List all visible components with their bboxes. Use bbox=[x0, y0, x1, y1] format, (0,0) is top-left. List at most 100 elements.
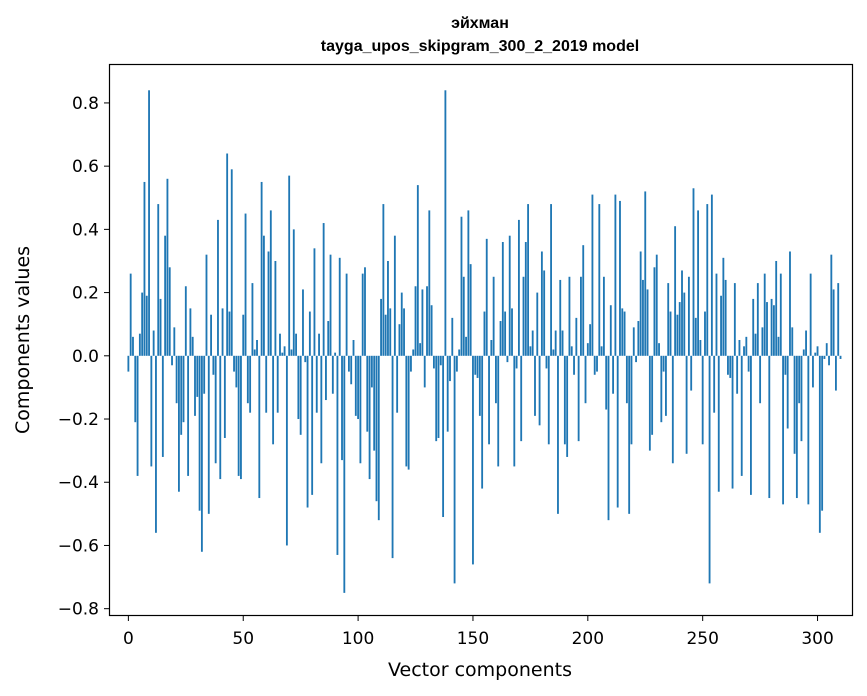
bar bbox=[727, 356, 729, 375]
bar bbox=[640, 251, 642, 355]
bar bbox=[359, 356, 361, 463]
bar bbox=[385, 315, 387, 356]
bar bbox=[164, 236, 166, 356]
bar bbox=[722, 258, 724, 356]
bar bbox=[594, 356, 596, 375]
bar bbox=[463, 277, 465, 356]
bar bbox=[840, 356, 842, 359]
bar bbox=[401, 293, 403, 356]
bar bbox=[332, 356, 334, 394]
bar bbox=[297, 356, 299, 419]
bar bbox=[516, 356, 518, 369]
bar bbox=[449, 356, 451, 381]
bar bbox=[254, 349, 256, 355]
bar bbox=[189, 308, 191, 355]
bar bbox=[626, 356, 628, 403]
bar bbox=[426, 286, 428, 356]
bar bbox=[619, 201, 621, 356]
x-tick-label: 50 bbox=[232, 629, 254, 649]
bar bbox=[507, 356, 509, 362]
bar bbox=[757, 283, 759, 356]
bar bbox=[745, 337, 747, 356]
bar bbox=[231, 169, 233, 355]
bar bbox=[598, 204, 600, 356]
bar bbox=[617, 356, 619, 508]
x-tick-label: 250 bbox=[686, 629, 718, 649]
bar bbox=[272, 356, 274, 445]
bar bbox=[709, 356, 711, 584]
bar bbox=[150, 356, 152, 467]
bar bbox=[686, 356, 688, 454]
bar bbox=[819, 356, 821, 533]
bar bbox=[240, 356, 242, 479]
bar bbox=[775, 261, 777, 356]
bar bbox=[564, 356, 566, 445]
bar bbox=[187, 356, 189, 476]
bar bbox=[608, 356, 610, 520]
bar bbox=[192, 337, 194, 356]
bar bbox=[750, 356, 752, 495]
bar bbox=[580, 277, 582, 356]
bar bbox=[389, 308, 391, 355]
bar bbox=[180, 356, 182, 435]
bar bbox=[578, 356, 580, 441]
bar bbox=[215, 356, 217, 463]
bar bbox=[778, 337, 780, 356]
bar bbox=[706, 204, 708, 356]
bar bbox=[495, 356, 497, 403]
bar bbox=[155, 356, 157, 533]
bar bbox=[529, 346, 531, 355]
bar bbox=[711, 195, 713, 356]
x-tick-label: 200 bbox=[572, 629, 604, 649]
bar bbox=[169, 267, 171, 356]
bar bbox=[382, 204, 384, 356]
bar bbox=[702, 356, 704, 445]
bar bbox=[141, 293, 143, 356]
bar bbox=[238, 356, 240, 476]
bar bbox=[422, 289, 424, 355]
bar bbox=[132, 337, 134, 356]
x-tick-label: 0 bbox=[123, 629, 134, 649]
bar bbox=[362, 274, 364, 356]
bar bbox=[130, 274, 132, 356]
bar bbox=[288, 176, 290, 356]
bar bbox=[713, 356, 715, 413]
bar bbox=[679, 302, 681, 356]
x-tick-label: 300 bbox=[801, 629, 833, 649]
bar bbox=[743, 346, 745, 355]
bar bbox=[376, 356, 378, 501]
bar bbox=[127, 356, 129, 372]
bar bbox=[523, 277, 525, 356]
bar bbox=[658, 343, 660, 356]
bar bbox=[171, 356, 173, 365]
y-tick-label: 0.2 bbox=[72, 284, 99, 304]
bar bbox=[693, 188, 695, 356]
bars-group bbox=[127, 90, 841, 593]
bar bbox=[206, 255, 208, 356]
bar bbox=[562, 331, 564, 356]
bar bbox=[741, 356, 743, 476]
bar bbox=[644, 191, 646, 355]
bar bbox=[162, 356, 164, 457]
bar bbox=[550, 204, 552, 356]
bar bbox=[316, 356, 318, 413]
bar bbox=[412, 349, 414, 355]
bar bbox=[277, 356, 279, 413]
chart-subtitle: tayga_upos_skipgram_300_2_2019 model bbox=[321, 38, 639, 55]
bar bbox=[665, 356, 667, 416]
bar bbox=[764, 274, 766, 356]
bar bbox=[461, 217, 463, 356]
bar bbox=[716, 274, 718, 356]
bar bbox=[761, 327, 763, 355]
bar bbox=[500, 321, 502, 356]
bar bbox=[732, 356, 734, 489]
bar bbox=[137, 356, 139, 476]
bar bbox=[417, 185, 419, 356]
bar bbox=[589, 324, 591, 356]
bar bbox=[369, 356, 371, 479]
bar bbox=[403, 308, 405, 355]
bar bbox=[334, 353, 336, 356]
bar bbox=[438, 356, 440, 438]
bar bbox=[348, 356, 350, 372]
bar bbox=[173, 327, 175, 355]
